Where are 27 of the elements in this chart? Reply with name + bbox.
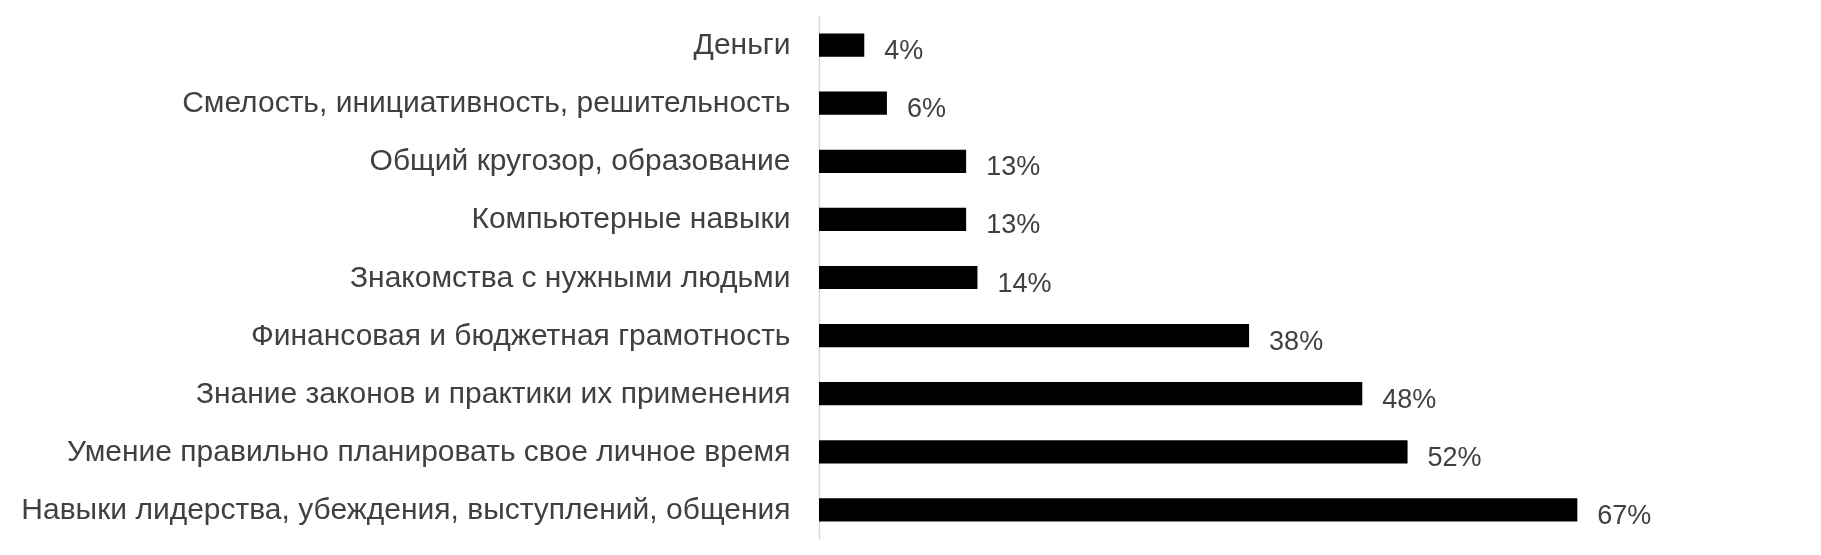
bar <box>819 440 1408 464</box>
y-tick-label: Знание законов и практики их применения <box>195 375 791 409</box>
y-tick-label: Общий кругозор, образование <box>369 143 791 177</box>
y-tick-label: Финансовая и бюджетная грамотность <box>250 317 791 351</box>
y-tick-label: Навыки лидерства, убеждения, выступлений, общения <box>21 491 791 525</box>
data-label: 6% <box>906 93 946 124</box>
y-tick-label: Деньги <box>693 27 791 61</box>
bar <box>819 382 1363 406</box>
bar <box>819 91 887 115</box>
y-tick-label: Компьютерные навыки <box>471 201 791 235</box>
y-tick-label: Смелость, инициативность, решительность <box>182 85 791 119</box>
y-tick-label: Знакомства с нужными людьми <box>349 259 791 293</box>
bar <box>819 498 1578 522</box>
y-tick-label: Умение правильно планировать свое личное время <box>66 433 791 467</box>
data-label: 38% <box>1269 325 1324 356</box>
data-label: 14% <box>997 267 1052 298</box>
data-label: 13% <box>986 209 1041 240</box>
data-label: 13% <box>986 151 1041 182</box>
data-label: 67% <box>1597 499 1652 530</box>
data-label: 4% <box>884 35 924 66</box>
bar <box>819 33 865 57</box>
bar <box>819 265 978 290</box>
bar <box>819 323 1250 348</box>
bar <box>819 149 967 173</box>
data-label: 48% <box>1382 383 1437 414</box>
bar <box>819 207 967 232</box>
data-label: 52% <box>1427 441 1482 472</box>
